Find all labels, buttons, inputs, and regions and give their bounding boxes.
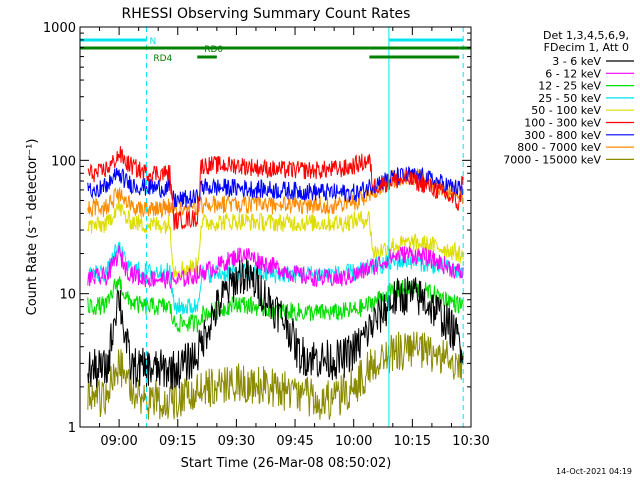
x-tick-label: 09:30 (218, 434, 255, 449)
series-line (87, 245, 464, 289)
legend-header-line-1: Det 1,3,4,5,6,9, (543, 29, 629, 42)
x-tick-label: 10:15 (394, 434, 431, 449)
chart-title: RHESSI Observing Summary Count Rates (122, 6, 411, 22)
flag-label-rd4: RD4 (153, 54, 172, 64)
legend-entry-label: 25 - 50 keV (538, 92, 601, 105)
series-line (87, 241, 464, 315)
legend-entry-label: 6 - 12 keV (545, 67, 601, 80)
legend-entry-label: 300 - 800 keV (524, 129, 601, 142)
y-tick-label: 10 (59, 288, 76, 303)
series-line (87, 165, 464, 208)
series-line (87, 198, 464, 279)
y-tick-label: 1 (68, 421, 76, 436)
x-tick-label: 09:00 (100, 434, 137, 449)
series-line (87, 167, 464, 219)
x-tick-label: 10:00 (335, 434, 372, 449)
series-line (87, 331, 464, 420)
plot-axes-layer: 09:00 09:15 09:30 09:45 10:00 10:15 10:30 1 10 10… (43, 21, 490, 449)
legend-entry-label: 12 - 25 keV (538, 80, 601, 93)
legend-entry-label: 3 - 6 keV (552, 55, 601, 68)
x-tick-label: 09:15 (159, 434, 196, 449)
x-axis-label: Start Time (26-Mar-08 08:50:02) (181, 456, 392, 471)
y-tick-label: 1000 (43, 21, 76, 36)
plot-series-layer (87, 146, 464, 420)
legend-entry-label: 7000 - 15000 keV (503, 153, 601, 166)
x-tick-label: 09:45 (276, 434, 313, 449)
legend-entry-label: 800 - 7000 keV (517, 141, 601, 154)
x-tick-label: 10:30 (452, 434, 489, 449)
y-tick-label: 100 (51, 154, 76, 169)
flag-label-rd0: RD0 (204, 45, 223, 55)
legend-header-line-2: FDecim 1, Att 0 (544, 41, 629, 54)
legend-entry-label: 50 - 100 keV (531, 104, 601, 117)
series-line (87, 146, 464, 231)
flag-label-n: N (149, 37, 156, 47)
legend-entry-label: 100 - 300 keV (524, 117, 601, 130)
generation-timestamp: 14-Oct-2021 04:19 (556, 467, 632, 476)
y-axis-label: Count Rate (s⁻¹ detector⁻¹) (25, 139, 40, 316)
series-line (87, 258, 464, 390)
plot-flags-layer: N RD0 RD4 (80, 37, 471, 64)
